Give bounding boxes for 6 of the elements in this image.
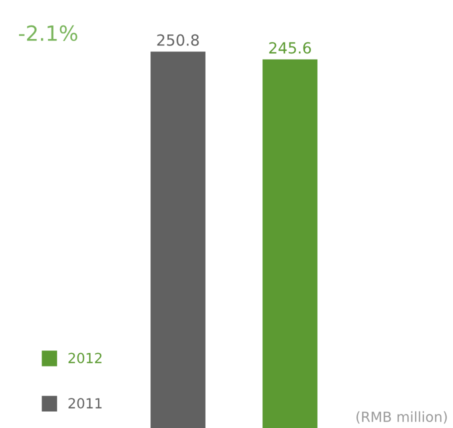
legend-label: 2011 [68, 398, 102, 409]
legend-label: 2012 [68, 352, 102, 364]
text: -2.1% [19, 25, 78, 42]
data-label: 245.6 [269, 42, 311, 54]
data-label: 250.8 [157, 34, 199, 46]
text: (RMB million) [356, 411, 447, 424]
